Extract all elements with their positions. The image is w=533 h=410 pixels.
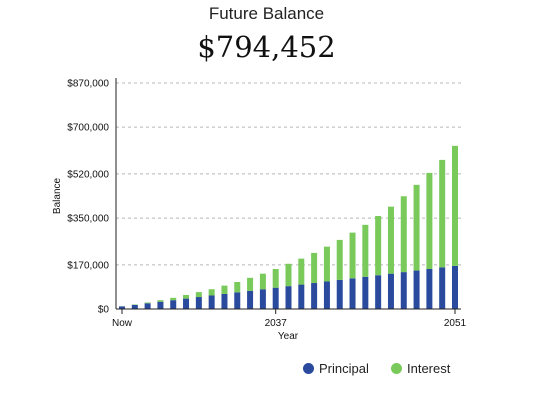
y-tick-label: $0: [98, 305, 110, 316]
bar-interest: [234, 281, 241, 293]
future-balance-value: $794,452: [197, 30, 336, 64]
bar-interest: [221, 285, 228, 294]
grid-lines: [116, 82, 461, 266]
bar-interest: [413, 184, 420, 271]
tick-labels: $0 $170,000 $350,000 $520,000 $700,000 $870,0…: [67, 79, 466, 330]
bar-principal: [336, 279, 343, 309]
bar-interest: [157, 300, 164, 302]
bar-principal: [272, 287, 279, 309]
bar-principal: [452, 265, 458, 309]
x-tick-label: 2037: [265, 318, 288, 329]
bar-principal: [298, 284, 305, 309]
bar-principal: [362, 276, 369, 309]
x-tick-label: 2051: [444, 318, 467, 329]
bar-interest: [259, 273, 266, 290]
x-tick-label: Now: [112, 318, 133, 329]
bar-principal: [285, 286, 292, 309]
bar-principal: [183, 298, 190, 309]
interest-dot-icon: [391, 363, 402, 374]
axes: [115, 78, 461, 314]
bar-interest: [375, 216, 382, 276]
bar-principal: [387, 273, 394, 309]
bar-interest: [272, 268, 279, 288]
chart-heading-label: Future Balance: [208, 4, 325, 23]
bar-principal: [349, 278, 356, 309]
bar-interest: [323, 246, 330, 282]
bar-interest: [183, 294, 190, 299]
x-axis-title: Year: [278, 331, 299, 342]
bar-principal: [247, 290, 254, 309]
legend-item-interest: Interest: [391, 361, 450, 376]
bar-interest: [247, 277, 254, 291]
bar-principal: [157, 301, 164, 309]
bar-interest: [144, 302, 151, 304]
principal-dot-icon: [303, 363, 314, 374]
bar-principal: [119, 306, 125, 309]
bar-interest: [170, 297, 177, 301]
bar-interest: [362, 224, 369, 277]
bars: [119, 145, 458, 309]
balance-bar-chart: $0 $170,000 $350,000 $520,000 $700,000 $870,0…: [52, 78, 467, 342]
bar-principal: [170, 300, 177, 309]
bar-principal: [311, 283, 318, 309]
legend-label-interest: Interest: [407, 361, 451, 376]
bar-interest: [195, 292, 202, 298]
bar-principal: [375, 275, 382, 309]
y-tick-label: $700,000: [67, 123, 109, 134]
bar-interest: [400, 196, 407, 273]
bar-interest: [426, 172, 433, 269]
chart-legend: Principal Interest: [0, 361, 533, 379]
y-tick-label: $170,000: [67, 260, 109, 271]
legend-item-principal: Principal: [303, 361, 369, 376]
y-tick-label: $350,000: [67, 214, 109, 225]
y-axis-title: Balance: [52, 177, 63, 214]
bar-principal: [413, 270, 420, 309]
bar-principal: [144, 303, 151, 309]
bar-interest: [349, 232, 356, 279]
y-tick-label: $870,000: [67, 79, 109, 90]
bar-interest: [452, 145, 458, 266]
bar-principal: [221, 293, 228, 309]
bar-interest: [387, 206, 394, 274]
bar-interest: [285, 263, 292, 287]
bar-principal: [400, 272, 407, 309]
bar-principal: [426, 268, 433, 309]
bar-principal: [439, 267, 446, 309]
bar-principal: [131, 304, 138, 309]
bar-principal: [195, 297, 202, 309]
legend-label-principal: Principal: [319, 361, 369, 376]
bar-principal: [208, 295, 215, 309]
y-tick-label: $520,000: [67, 169, 109, 180]
bar-interest: [298, 258, 305, 285]
bar-interest: [208, 289, 215, 296]
bar-interest: [311, 252, 318, 284]
bar-principal: [234, 292, 241, 309]
bar-interest: [439, 159, 446, 268]
bar-principal: [323, 281, 330, 309]
bar-principal: [259, 289, 266, 309]
bar-interest: [336, 239, 343, 280]
